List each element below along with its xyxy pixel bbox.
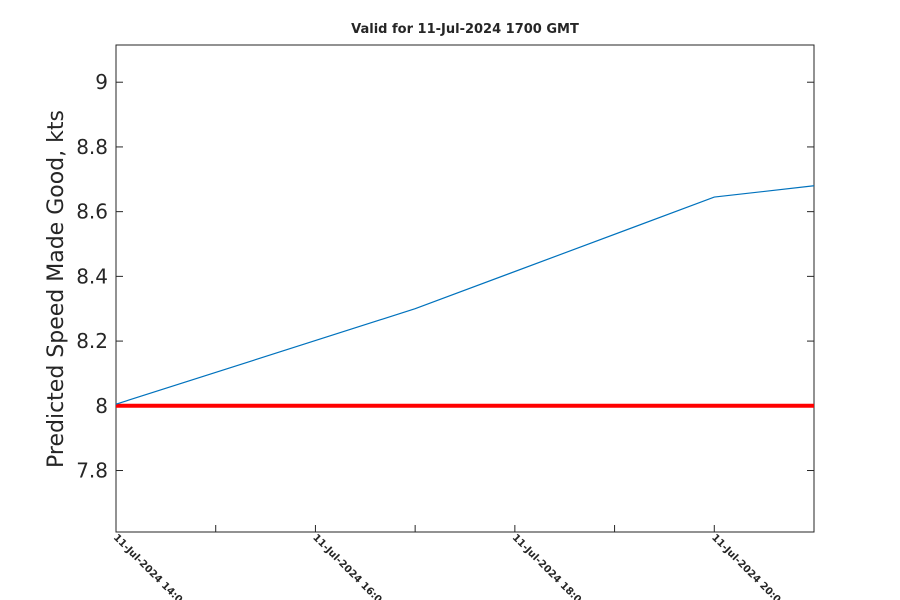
y-tick-label: 8.4 xyxy=(76,264,108,288)
y-tick-label: 8.2 xyxy=(76,329,108,353)
y-tick-label: 8.6 xyxy=(76,200,108,224)
y-tick-label: 8 xyxy=(95,394,108,418)
chart-title: Valid for 11-Jul-2024 1700 GMT xyxy=(351,22,579,37)
y-tick-label: 7.8 xyxy=(76,459,108,483)
y-axis-label: Predicted Speed Made Good, kts xyxy=(44,110,69,468)
plot-frame xyxy=(115,44,815,533)
data-line xyxy=(115,185,815,405)
y-tick-label: 8.8 xyxy=(76,135,108,159)
y-tick-label: 9 xyxy=(95,70,108,94)
